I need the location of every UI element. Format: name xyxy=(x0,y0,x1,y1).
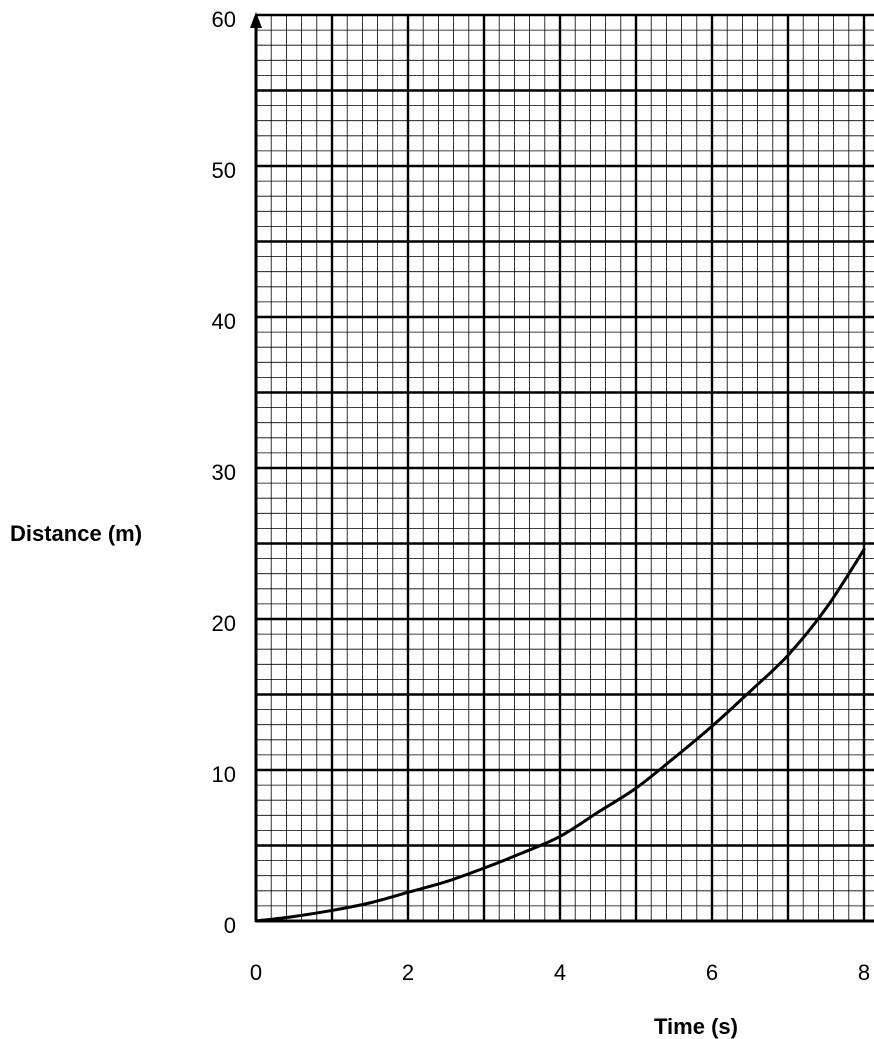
y-tick-label: 50 xyxy=(212,158,236,183)
y-tick-label: 30 xyxy=(212,460,236,485)
y-axis-arrow-icon xyxy=(250,12,262,28)
y-tick-label: 0 xyxy=(224,913,236,938)
x-tick-label: 4 xyxy=(554,960,566,985)
x-tick-label: 8 xyxy=(858,960,870,985)
distance-time-curve xyxy=(254,548,866,923)
x-tick-label: 0 xyxy=(250,960,262,985)
x-tick-label: 2 xyxy=(402,960,414,985)
x-axis-label: Time (s) xyxy=(654,1014,738,1039)
series-layer xyxy=(254,548,866,923)
y-tick-label: 60 xyxy=(212,7,236,32)
y-tick-label: 20 xyxy=(212,611,236,636)
x-tick-label: 6 xyxy=(706,960,718,985)
tick-labels: 0 2 4 6 8 0 10 20 30 40 50 60 xyxy=(212,7,871,985)
axes xyxy=(250,12,874,923)
y-axis-label: Distance (m) xyxy=(10,521,142,546)
y-tick-label: 40 xyxy=(212,309,236,334)
y-tick-label: 10 xyxy=(212,762,236,787)
graph-paper-grid xyxy=(256,13,874,921)
